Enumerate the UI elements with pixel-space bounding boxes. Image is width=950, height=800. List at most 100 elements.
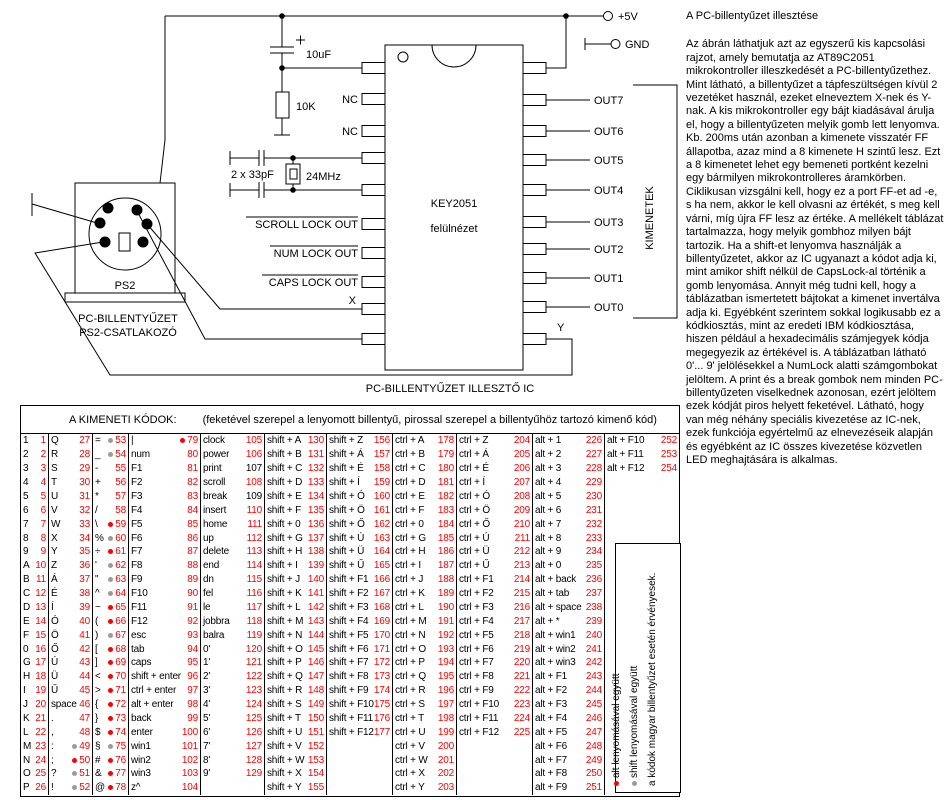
key-label: ctrl + F9 [459,685,494,697]
code-cell: ctrl + F9 222 [457,684,532,698]
code-cell: E 14 [21,614,48,628]
code-cell: ^ 64 [93,587,128,601]
key-label: break [203,490,228,502]
output-code: 131 [307,449,324,461]
code-cell: D 13 [21,601,48,615]
output-code: 204 [513,435,530,447]
output-code: 88 [187,560,198,572]
key-label: O [23,768,31,780]
key-label: ctrl + F7 [459,657,494,669]
code-cell: shift + H 138 [265,545,326,559]
alt-marker-dot [108,729,114,735]
gnd-label: GND [625,39,650,51]
code-cell: shift + N 144 [265,628,326,642]
output-code: 178 [437,435,454,447]
code-cell: ctrl + Ö 209 [457,503,532,517]
key-label: alt + win2 [535,643,576,655]
code-column: clock 105 power 106 print 107 scroll 108 break 10… [200,434,264,795]
output-code: 249 [585,754,602,766]
output-code: 33 [79,518,90,530]
key-label: alt + F11 [607,449,644,461]
output-code: 133 [307,477,324,489]
code-cell: ctrl + Ü 212 [457,545,532,559]
legend-alt-text: alt lenyomásával együtt [610,673,622,778]
key-label: + [95,477,101,489]
key-label: shift + F8 [329,671,369,683]
output-code: 110 [246,504,263,516]
shift-marker-dot [108,632,114,638]
output-code: 225 [513,726,530,738]
key-label: ctrl + Ő [459,518,490,530]
key-label: shift + F [267,504,302,516]
code-cell: H 18 [21,670,48,684]
output-code: 237 [585,588,602,600]
code-cell: alt + F2 244 [533,684,604,698]
ic-body [384,44,524,371]
code-cell: T 30 [49,476,92,490]
output-code: 92 [187,615,198,627]
key-label: ctrl + F6 [459,643,494,655]
key-label: = [95,435,101,447]
key-label: 7 [23,518,29,530]
code-cell: % 60 [93,531,128,545]
key-label: ctrl + M [395,615,427,627]
output-code: 105 [245,435,262,447]
output-code: 62 [115,560,126,572]
code-cell: delete 113 [201,545,264,559]
code-cell: shift + F2 167 [327,587,392,601]
key-label: shift + F3 [329,601,369,613]
code-cell: ctrl + enter 97 [129,684,200,698]
output-code: 206 [513,463,530,475]
code-cell: win2 102 [129,753,200,767]
output-code: 224 [513,712,530,724]
output-code: 176 [373,712,390,724]
key-label: shift + F10 [329,699,374,711]
output-code: 39 [79,601,90,613]
key-label: insert [203,504,227,516]
code-cell: alt + F11 253 [605,448,679,462]
key-label: F3 [131,490,143,502]
key-label: ctrl + B [395,449,425,461]
output-code: 97 [187,685,198,697]
ic-view-label: felülnézet [430,223,477,235]
output-code: 195 [437,671,454,683]
output-code: 25 [35,768,46,780]
output-code: 205 [513,449,530,461]
key-label: ctrl + Ó [459,490,490,502]
code-cell: shift + F1 166 [327,573,392,587]
cap-label: 10uF [306,49,331,61]
key-label: - [95,463,99,475]
code-cell: fel 116 [201,587,264,601]
cap-plus-sign [296,35,305,45]
key-label: 5' [203,712,211,724]
key-label: shift + F5 [329,629,369,641]
code-cell: F7 87 [129,545,200,559]
gnd-terminal-wire [584,38,611,50]
key-label: R [51,449,59,461]
key-label: Ő [51,643,59,655]
key-label: shift + M [267,615,304,627]
code-cell: 9' 129 [201,767,264,781]
alt-marker-dot [108,646,114,652]
code-cell: V 32 [49,503,92,517]
output-code: 141 [307,588,324,600]
output-code: 222 [513,685,530,697]
output-code: 203 [437,782,454,794]
code-cell: ctrl + L 190 [393,601,456,615]
code-cell: shift + F12 177 [327,725,392,739]
code-cell: ctrl + G 185 [393,531,456,545]
shift-marker-dot [631,781,637,786]
output-code: 150 [307,712,324,724]
key-label: ctrl + K [395,588,425,600]
code-cell: 2' 122 [201,670,264,684]
output-code: 5 [40,490,47,502]
output-code: 167 [373,588,390,600]
key-label: . [51,712,54,724]
output-code: 65 [115,601,126,613]
key-label: , [51,726,54,738]
code-cell: 7' 127 [201,739,264,753]
alt-marker-dot [108,549,114,555]
output-code: 226 [585,435,602,447]
output-code: 172 [373,657,390,669]
